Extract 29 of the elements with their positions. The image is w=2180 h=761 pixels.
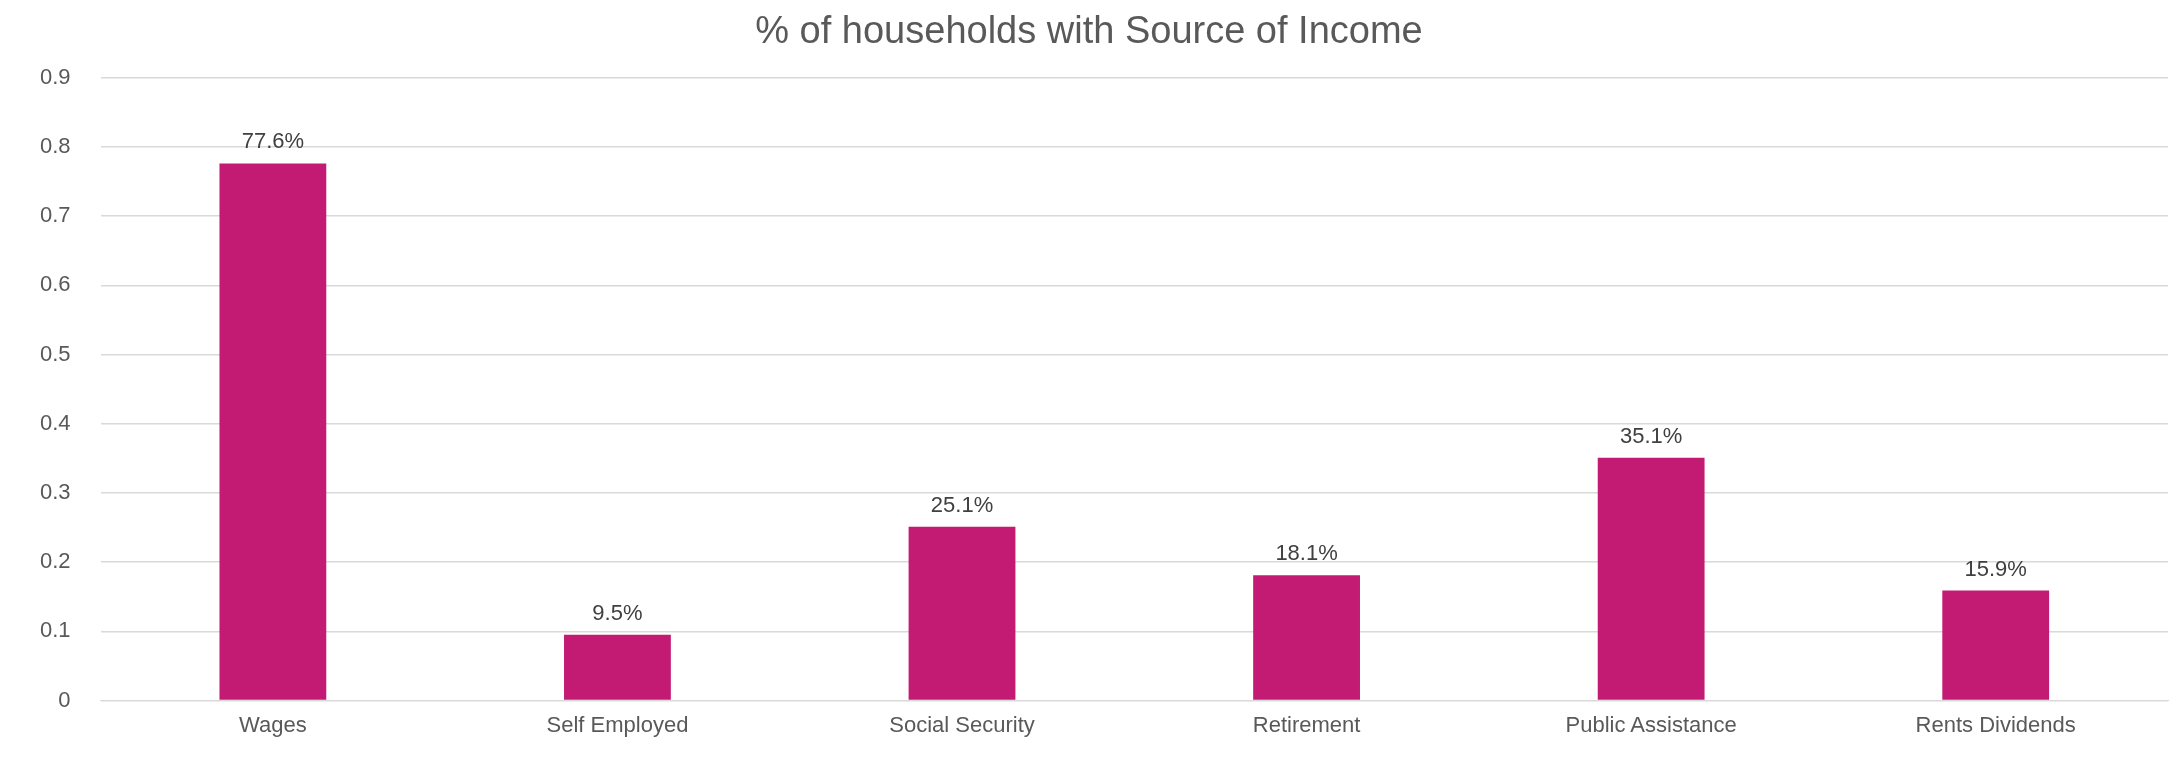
bar bbox=[564, 634, 671, 700]
bar bbox=[219, 163, 327, 700]
data-label: 77.6% bbox=[241, 128, 305, 154]
y-tick-label: 0.1 bbox=[39, 617, 71, 643]
bar bbox=[908, 526, 1016, 700]
y-tick-label: 0.4 bbox=[39, 409, 71, 435]
y-tick-label: 0.8 bbox=[39, 132, 71, 158]
x-tick-label: Social Security bbox=[889, 711, 1035, 737]
y-tick-label: 0 bbox=[58, 686, 71, 712]
bar bbox=[1253, 575, 1360, 700]
bar bbox=[1942, 590, 2050, 700]
bar bbox=[1597, 457, 1705, 700]
chart-title: % of households with Source of Income bbox=[755, 9, 1423, 52]
data-label: 9.5% bbox=[592, 599, 643, 625]
y-tick-label: 0.9 bbox=[39, 63, 71, 89]
x-tick-label: Public Assistance bbox=[1565, 711, 1737, 737]
y-tick-label: 0.6 bbox=[39, 271, 71, 297]
y-tick-label: 0.2 bbox=[39, 548, 71, 574]
x-tick-label: Rents Dividends bbox=[1915, 711, 2076, 737]
data-label: 25.1% bbox=[930, 491, 994, 517]
x-tick-label: Self Employed bbox=[546, 711, 689, 737]
data-label: 35.1% bbox=[1619, 422, 1683, 448]
y-tick-label: 0.7 bbox=[39, 202, 71, 228]
data-label: 15.9% bbox=[1964, 555, 2027, 581]
y-tick-label: 0.5 bbox=[39, 340, 71, 366]
y-tick-label: 0.3 bbox=[39, 479, 71, 504]
x-tick-label: Wages bbox=[239, 711, 307, 737]
x-tick-label: Retirement bbox=[1252, 711, 1361, 737]
data-label: 18.1% bbox=[1275, 540, 1338, 566]
